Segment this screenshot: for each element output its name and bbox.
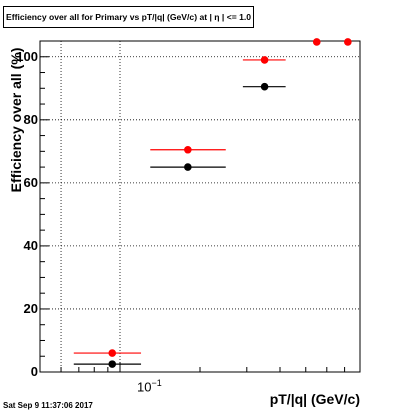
data-point [260,82,269,91]
data-point [312,38,321,46]
data-point [184,145,192,154]
x-tick-label: 10−1 [137,378,162,395]
timestamp: Sat Sep 9 11:37:06 2017 [3,401,93,410]
y-tick-label-0: 0 [30,364,38,379]
y-tick-label-60: 60 [23,175,38,190]
y-tick-label-20: 20 [23,301,38,316]
chart-title: Efficiency over all for Primary vs pT/|q… [3,6,254,28]
y-tick-label-80: 80 [23,112,38,127]
data-point [260,56,269,64]
plot-frame [39,40,361,373]
data-point [108,349,117,357]
data-marks [73,38,352,368]
data-point [344,38,352,46]
data-point [184,163,192,171]
axis-ticks [40,40,346,373]
grid-lines [40,41,360,372]
data-point [108,360,117,368]
y-tick-label-100: 100 [16,49,38,64]
y-tick-label-40: 40 [23,238,38,253]
y-axis-label: Efficiency over all (%) [8,47,24,193]
x-axis-label: pT/|q| (GeV/c) [269,391,360,407]
